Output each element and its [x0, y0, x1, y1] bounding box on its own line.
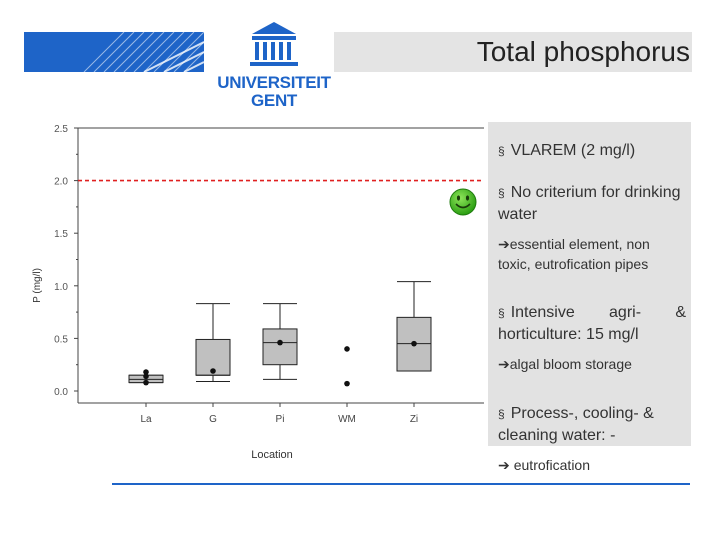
info-item-process-water-text: Process-, cooling- & cleaning water: - — [498, 405, 654, 444]
building-icon — [250, 22, 298, 66]
mean-point — [411, 340, 417, 347]
data-point — [143, 369, 149, 375]
info-item-process-water: § Process-, cooling- & cleaning water: - — [498, 403, 686, 447]
smiley-icon — [449, 188, 477, 216]
info-note-agriculture: ➔algal bloom storage — [498, 354, 686, 374]
x-tick-label: Pi — [276, 414, 285, 425]
data-point — [344, 380, 350, 387]
info-item-drinking-water-text: No criterium for drinking water — [498, 184, 681, 223]
data-point — [344, 346, 350, 352]
arrow-icon: ➔ — [498, 236, 510, 252]
info-note-agriculture-text: algal bloom storage — [509, 356, 632, 372]
info-note-drinking-water: ➔essential element, non toxic, eutrofica… — [498, 234, 686, 274]
mean-point — [210, 368, 216, 374]
footer-rule — [112, 483, 690, 485]
y-tick-label: 0.0 — [54, 387, 68, 398]
y-tick-label: 0.5 — [54, 334, 68, 345]
universiteit-gent-logo: UNIVERSITEIT GENT — [212, 18, 336, 110]
y-tick-label: 1.0 — [54, 282, 68, 293]
y-tick-label: 2.0 — [54, 177, 68, 188]
bullet-icon: § — [498, 306, 505, 320]
data-point — [143, 379, 149, 386]
header-pattern-band — [24, 32, 204, 72]
box-Pi — [262, 328, 298, 366]
info-item-agriculture-text: Intensive agri- & horticulture: 15 mg/l — [498, 304, 686, 343]
info-panel — [488, 122, 691, 446]
y-axis-label: P (mg/l) — [32, 268, 43, 303]
info-item-vlarem: § VLAREM (2 mg/l) — [498, 140, 686, 162]
logo-line-2: GENT — [250, 91, 298, 110]
page-title: Total phosphorus — [476, 36, 690, 67]
y-tick-label: 1.5 — [54, 229, 68, 240]
logo-line-1: UNIVERSITEIT — [217, 73, 331, 92]
bullet-icon: § — [498, 407, 505, 421]
mean-point — [143, 373, 149, 380]
x-axis-label: Location — [251, 449, 293, 461]
mean-point — [277, 339, 283, 346]
info-item-vlarem-text: VLAREM (2 mg/l) — [510, 142, 636, 159]
info-item-drinking-water: § No criterium for drinking water — [498, 182, 686, 226]
x-tick-label: WM — [338, 414, 356, 425]
phosphorus-box-chart: 0.0 0.5 1.0 1.5 2.0 2.5 P (mg/l) La G Pi WM Zi Locat… — [32, 124, 484, 461]
info-item-agriculture: § Intensive agri- & horticulture: 15 mg/l — [498, 302, 686, 346]
bullet-icon: § — [498, 186, 505, 200]
info-note-drinking-water-text: essential element, non toxic, eutroficat… — [498, 236, 650, 272]
arrow-icon: ➔ — [498, 457, 510, 473]
bullet-icon: § — [498, 144, 505, 158]
header-pattern-graphic — [83, 32, 204, 72]
x-tick-label: Zi — [410, 414, 418, 425]
x-tick-label: La — [140, 414, 152, 425]
x-tick-label: G — [209, 414, 217, 425]
arrow-icon: ➔ — [498, 356, 510, 372]
info-note-process-water: ➔ eutrofication — [498, 455, 686, 475]
info-note-process-water-text: eutrofication — [513, 457, 591, 473]
title-bar: Total phosphorus — [334, 32, 692, 72]
y-tick-label: 2.5 — [54, 124, 68, 135]
